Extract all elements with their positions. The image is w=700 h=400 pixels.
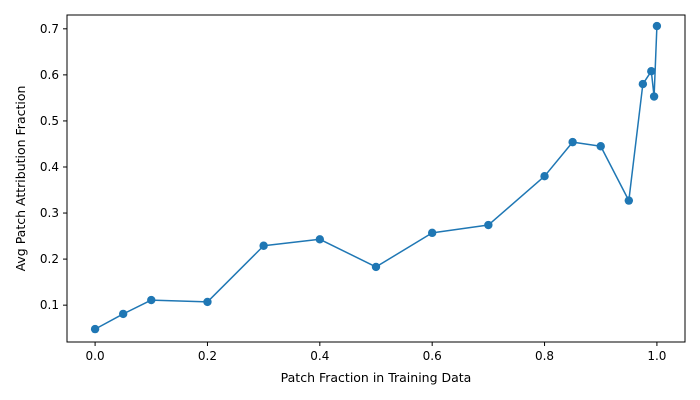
plot-background [67,15,685,342]
data-point [649,92,659,101]
y-axis-ticks: 0.1 0.2 0.3 0.4 0.5 0.6 0.7 [40,22,67,312]
y-tick-label: 0.1 [40,298,59,312]
data-point [259,241,268,250]
data-point [484,220,493,230]
y-tick-label: 0.5 [40,114,59,128]
x-tick-label: 0.2 [198,349,217,363]
data-point [568,137,577,147]
x-tick-label: 1.0 [647,349,666,363]
x-axis-label: Patch Fraction in Training Data [281,370,472,385]
x-tick-label: 0.4 [310,349,329,363]
data-layer [90,21,662,334]
x-axis-ticks: 0.0 0.2 0.4 0.6 0.8 1.0 [86,342,666,363]
data-point [647,66,656,76]
plot-frame [66,14,686,343]
y-tick-label: 0.4 [40,160,59,174]
data-point [638,79,648,89]
data-point [596,142,605,151]
data-point [315,235,325,244]
data-point [371,262,381,272]
y-tick-label: 0.3 [40,206,59,220]
data-point [427,228,437,238]
y-axis-label: Avg Patch Attribution Fraction [13,86,28,272]
y-tick-label: 0.7 [40,22,59,36]
x-tick-label: 0.8 [535,349,554,363]
y-tick-label: 0.2 [40,252,59,266]
data-point [652,21,662,31]
data-point [540,171,549,181]
data-point [624,196,634,205]
data-point [203,297,212,307]
x-tick-label: 0.0 [86,349,105,363]
data-point [90,324,100,334]
data-point [118,309,128,319]
x-tick-label: 0.6 [423,349,442,363]
data-point [147,295,156,305]
y-tick-label: 0.6 [40,68,59,82]
